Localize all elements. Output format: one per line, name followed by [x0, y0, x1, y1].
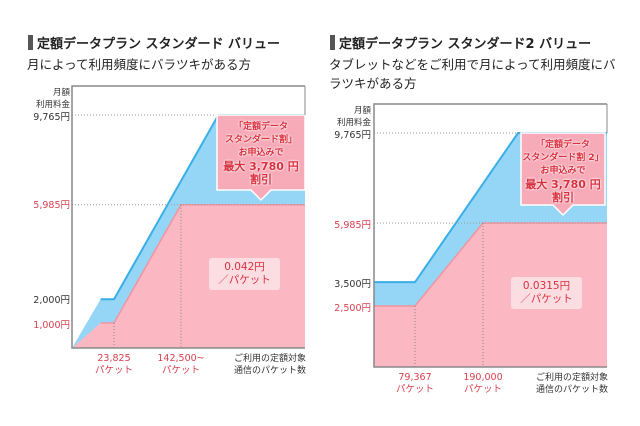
- chart-2-xtick: 190,000 パケット: [463, 372, 503, 395]
- chart-1-xtick: 142,500~ パケット: [157, 353, 205, 376]
- chart-1-title-text: 定額データプラン スタンダード バリュー: [37, 37, 281, 52]
- chart-1-xlabel: ご利用の定額対象 通信のパケット数: [233, 354, 306, 376]
- chart-1-ytick: 5,985円: [33, 200, 70, 211]
- chart-1-ytick: 2,000円: [33, 295, 70, 306]
- discount-plan-area: [72, 204, 305, 348]
- chart-1-subtitle: 月によって利用頻度にバラツキがある方: [27, 57, 252, 72]
- chart-1-ytick: 9,765円: [33, 112, 70, 123]
- title-marker-icon: [330, 35, 335, 50]
- chart-2-title-text: 定額データプラン スタンダード2 バリュー: [339, 37, 592, 52]
- chart-1-xtick: 23,825 パケット: [94, 353, 133, 376]
- discount-plan-area: [374, 223, 607, 367]
- title-marker-icon: [28, 35, 33, 50]
- callout-arrow-box: [216, 114, 306, 202]
- chart-2-ylabel: 月額 利用料金: [336, 106, 371, 128]
- chart-2-ytick: 5,985円: [334, 220, 371, 231]
- chart-1-ytick: 1,000円: [33, 320, 70, 331]
- chart-1-title: 定額データプラン スタンダード バリュー: [28, 33, 280, 52]
- chart-2-subtitle: タブレットなどをご利用で月によって利用頻度にバラツキがある方: [329, 57, 616, 91]
- chart-2-title: 定額データプラン スタンダード2 バリュー: [330, 33, 591, 52]
- callout-arrow-box: [520, 132, 606, 217]
- chart-2-ytick: 3,500円: [334, 279, 371, 290]
- chart-2-xtick: 79,367 パケット: [395, 372, 434, 395]
- chart-2-ytick: 9,765円: [334, 130, 371, 141]
- chart-1-discount-callout: 「定額データ スタンダード割」 お申込みで 最大 3,780 円割引: [223, 122, 299, 186]
- chart-1-ylabel: 月額 利用料金: [35, 88, 70, 110]
- chart-2-xlabel: ご利用の定額対象 通信のパケット数: [535, 373, 608, 395]
- chart-2-discount-callout: 「定額データ スタンダード割 2」 お申込みで 最大 3,780 円割引: [522, 140, 604, 204]
- chart-2-rate-label: 0.0315円 ／パケット: [511, 277, 582, 309]
- chart-2-ytick: 2,500円: [334, 303, 371, 314]
- chart-frame: [373, 103, 607, 368]
- chart-frame: [71, 85, 305, 349]
- chart-1-rate-label: 0.042円 ／パケット: [209, 258, 280, 290]
